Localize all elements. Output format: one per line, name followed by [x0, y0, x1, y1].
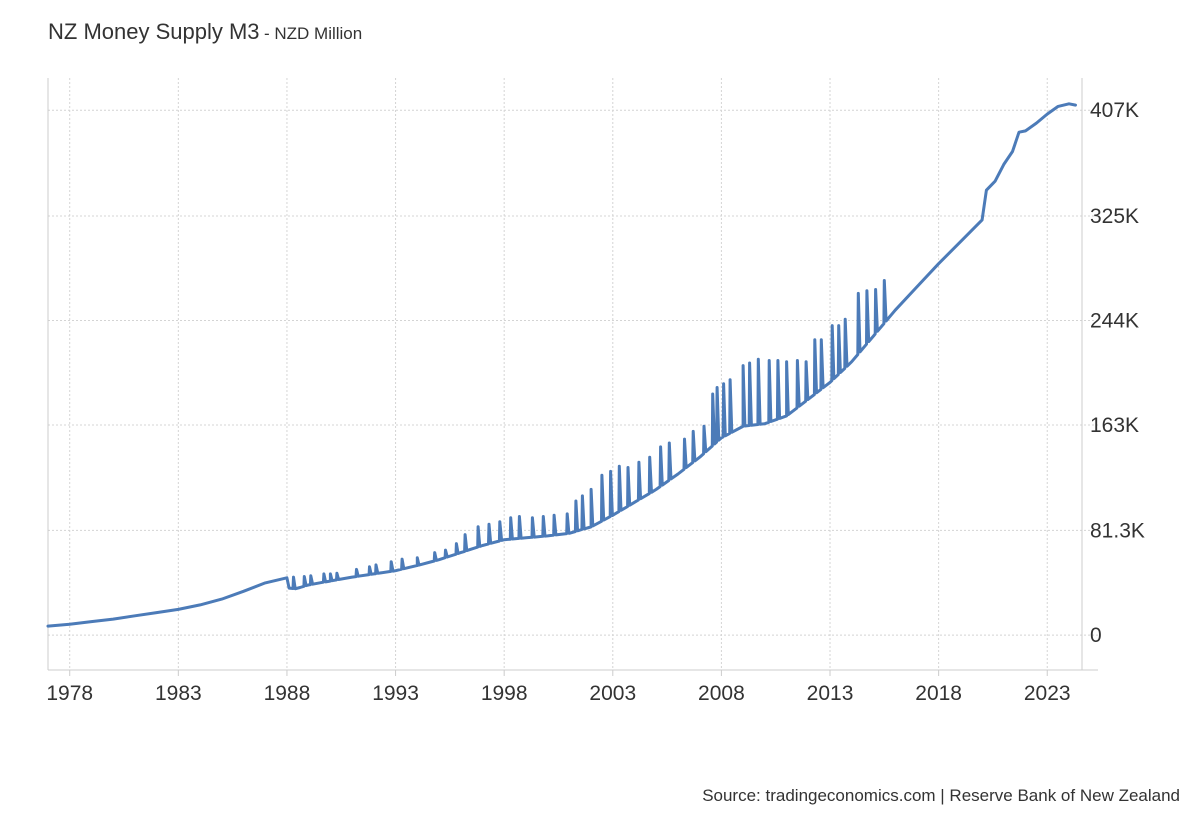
x-tick-label: 2003 [589, 682, 636, 705]
x-tick-label: 2013 [807, 682, 854, 705]
series-line-m3 [46, 102, 1077, 628]
x-tick-label: 1983 [155, 682, 202, 705]
x-tick-label: 2018 [915, 682, 962, 705]
chart-subtitle: NZD Million [274, 24, 363, 43]
chart-subtitle-separator: - [263, 24, 275, 43]
chart-title: NZ Money Supply M3 [48, 19, 260, 44]
x-tick-label: 1978 [46, 682, 93, 705]
x-tick-label: 1993 [372, 682, 419, 705]
y-tick-label: 163K [1090, 414, 1139, 437]
x-tick-label: 2023 [1024, 682, 1071, 705]
chart-title-block: NZ Money Supply M3 - NZD Million [48, 19, 362, 45]
x-tick-label: 1988 [264, 682, 311, 705]
y-tick-label: 244K [1090, 309, 1139, 332]
y-tick-label: 0 [1090, 624, 1102, 647]
y-tick-label: 81.3K [1090, 519, 1145, 542]
y-tick-label: 407K [1090, 99, 1139, 122]
x-tick-label: 1998 [481, 682, 528, 705]
series-layer [46, 102, 1077, 628]
grid-layer [48, 78, 1098, 670]
source-note: Source: tradingeconomics.com | Reserve B… [702, 786, 1180, 805]
x-tick-label: 2008 [698, 682, 745, 705]
axis-layer [47, 78, 1098, 676]
label-layer: 0 81.3K 163K 244K 325K 407K 1978 1983 1988 1993 19… [46, 99, 1145, 705]
y-tick-label: 325K [1090, 205, 1139, 228]
